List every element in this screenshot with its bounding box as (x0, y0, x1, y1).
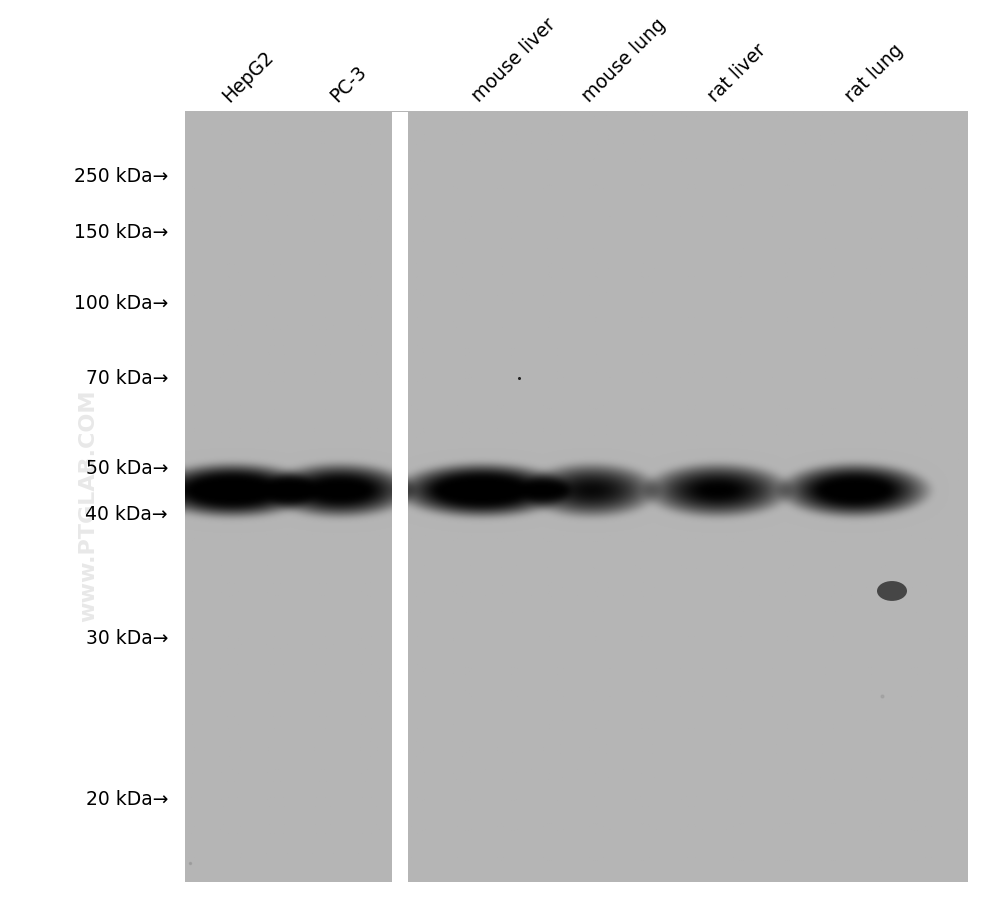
Text: 70 kDa→: 70 kDa→ (86, 369, 168, 388)
Text: rat liver: rat liver (705, 41, 770, 106)
Text: 20 kDa→: 20 kDa→ (86, 789, 168, 808)
Text: 100 kDa→: 100 kDa→ (74, 294, 168, 313)
Text: PC-3: PC-3 (327, 62, 370, 106)
Bar (392, 113, 408, 882)
Text: 30 kDa→: 30 kDa→ (86, 628, 168, 647)
Text: mouse liver: mouse liver (469, 14, 560, 106)
Text: mouse lung: mouse lung (579, 14, 670, 106)
Bar (185, 113, 392, 882)
Text: 150 kDa→: 150 kDa→ (74, 223, 168, 242)
Bar (408, 113, 968, 882)
Text: rat lung: rat lung (842, 41, 907, 106)
Text: 250 kDa→: 250 kDa→ (74, 166, 168, 185)
Text: 50 kDa→: 50 kDa→ (86, 459, 168, 478)
Text: HepG2: HepG2 (219, 47, 277, 106)
Text: www.PTGLAB.COM: www.PTGLAB.COM (78, 389, 98, 621)
Text: 40 kDa→: 40 kDa→ (85, 505, 168, 524)
Ellipse shape (877, 582, 907, 602)
